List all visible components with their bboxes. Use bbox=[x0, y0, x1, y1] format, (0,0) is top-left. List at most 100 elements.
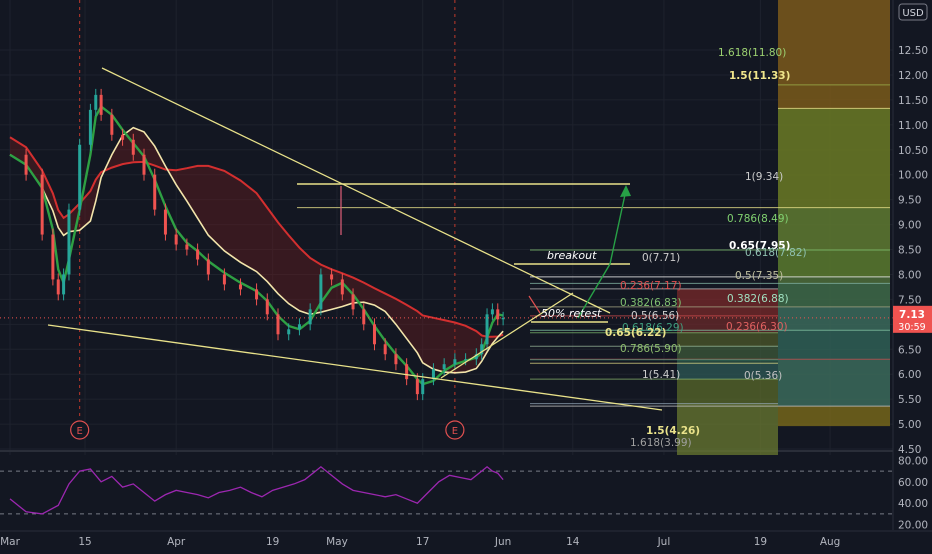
y-tick-label: 8.50 bbox=[898, 245, 921, 257]
fib-right-label: 1(9.34) bbox=[745, 171, 783, 183]
candle-body bbox=[485, 314, 489, 345]
rsi-tick-label: 80.00 bbox=[898, 455, 928, 467]
fib-left-label: 0.236(7.17) bbox=[620, 280, 682, 292]
fib-left-band bbox=[677, 379, 778, 404]
x-tick-label: Jul bbox=[657, 536, 671, 548]
candle-body bbox=[362, 309, 366, 325]
candle-body bbox=[474, 354, 478, 360]
fib-left-band bbox=[677, 403, 778, 461]
ema-fast-line bbox=[9, 104, 504, 386]
candle-body bbox=[308, 309, 312, 325]
y-tick-label: 6.00 bbox=[898, 369, 921, 381]
candle-body bbox=[94, 94, 98, 110]
candle-body bbox=[56, 279, 60, 295]
time-axis-background bbox=[0, 531, 932, 550]
candle-body bbox=[78, 144, 82, 210]
price-tag bbox=[893, 305, 932, 333]
fib-right-label: 1.5(11.33) bbox=[729, 70, 790, 82]
fib-left-label: 0.382(6.83) bbox=[620, 297, 682, 309]
candle-body bbox=[501, 317, 505, 320]
candle-body bbox=[340, 279, 344, 295]
fib-left-label: 0.786(5.90) bbox=[620, 343, 682, 355]
fib-left-label: 0.65(6.22) bbox=[605, 327, 666, 339]
y-tick-label: 12.00 bbox=[898, 70, 928, 82]
x-tick-label: Jun bbox=[494, 536, 511, 548]
candle-body bbox=[185, 244, 189, 250]
fib-right-label: 0.618(7.82) bbox=[745, 247, 807, 259]
candle-body bbox=[62, 274, 66, 295]
projection-arrow-line bbox=[577, 189, 627, 319]
y-tick-label: 7.50 bbox=[898, 294, 921, 306]
y-tick-label: 11.00 bbox=[898, 120, 928, 132]
candle-body bbox=[453, 359, 457, 365]
candle-body bbox=[383, 344, 387, 355]
y-tick-label: 10.00 bbox=[898, 170, 928, 182]
candle-body bbox=[351, 294, 355, 310]
rsi-tick-label: 40.00 bbox=[898, 498, 928, 510]
fib-right-band bbox=[778, 84, 890, 109]
earnings-marker-circle bbox=[445, 420, 465, 440]
y-tick-label: 4.50 bbox=[898, 444, 921, 456]
y-tick-label: 5.00 bbox=[898, 419, 921, 431]
rsi-tick-label: 20.00 bbox=[898, 520, 928, 532]
earnings-marker-label: E bbox=[452, 426, 458, 437]
x-tick-label: 19 bbox=[266, 536, 279, 548]
fib-right-label: 0.5(7.35) bbox=[735, 270, 783, 282]
rsi-line bbox=[9, 465, 504, 515]
candle-body bbox=[196, 249, 200, 260]
candle-body bbox=[153, 174, 157, 210]
x-tick-label: Apr bbox=[167, 536, 186, 548]
y-tick-label: 5.50 bbox=[898, 394, 921, 406]
y-tick-label: 6.50 bbox=[898, 344, 921, 356]
candle-body bbox=[222, 274, 226, 285]
candle-body bbox=[496, 309, 500, 320]
fib-right-label: 1.618(11.80) bbox=[718, 47, 786, 59]
fib-right-band bbox=[778, 108, 890, 208]
candle-body bbox=[297, 324, 301, 330]
candle-body bbox=[206, 259, 210, 275]
candle-body bbox=[276, 314, 280, 335]
y-tick-label: 8.00 bbox=[898, 269, 921, 281]
fib-right-bottom-band bbox=[778, 406, 890, 427]
fib-left-band bbox=[677, 315, 778, 333]
candle-body bbox=[415, 379, 419, 395]
rsi-background bbox=[0, 455, 893, 530]
earnings-marker-circle bbox=[70, 420, 90, 440]
annotation-50-retest: 50% retest bbox=[541, 307, 602, 320]
x-tick-label: 14 bbox=[566, 536, 580, 548]
fib-left-label: 0.618(6.29) bbox=[622, 322, 684, 334]
fib-left-label: 0.5(6.56) bbox=[631, 310, 679, 322]
candle-body bbox=[110, 114, 114, 135]
annotation-breakout: breakout bbox=[547, 249, 597, 262]
candle-body bbox=[405, 364, 409, 380]
ma-cloud bbox=[10, 127, 504, 373]
x-tick-label: 15 bbox=[78, 536, 91, 548]
support-trendline bbox=[440, 292, 574, 379]
fib-left-label: 1(5.41) bbox=[642, 369, 680, 381]
fib-right-label: 0.382(6.88) bbox=[727, 293, 789, 305]
fib-right-band bbox=[778, 359, 890, 407]
rsi-tick-label: 60.00 bbox=[898, 477, 928, 489]
y-tick-label: 9.50 bbox=[898, 195, 921, 207]
fib-right-label: 0(5.36) bbox=[744, 370, 782, 382]
fib-right-band bbox=[778, 283, 890, 307]
price-tag-countdown: 30:59 bbox=[898, 322, 925, 333]
candle-body bbox=[99, 94, 103, 115]
candle-body bbox=[163, 209, 167, 235]
candle-body bbox=[265, 299, 269, 315]
candle-body bbox=[372, 324, 376, 345]
candle-body bbox=[490, 309, 494, 315]
fib-left-band bbox=[677, 359, 778, 364]
wedge-upper-trendline bbox=[101, 67, 611, 314]
earnings-marker-label: E bbox=[77, 426, 83, 437]
currency-label: USD bbox=[902, 8, 924, 19]
fib-left-band bbox=[677, 363, 778, 380]
candle-body bbox=[319, 274, 323, 310]
candle-body bbox=[287, 329, 291, 335]
fib-right-band bbox=[778, 276, 890, 284]
fib-right-band bbox=[778, 306, 890, 331]
x-tick-label: Mar bbox=[0, 536, 20, 548]
candle-body bbox=[131, 139, 135, 155]
